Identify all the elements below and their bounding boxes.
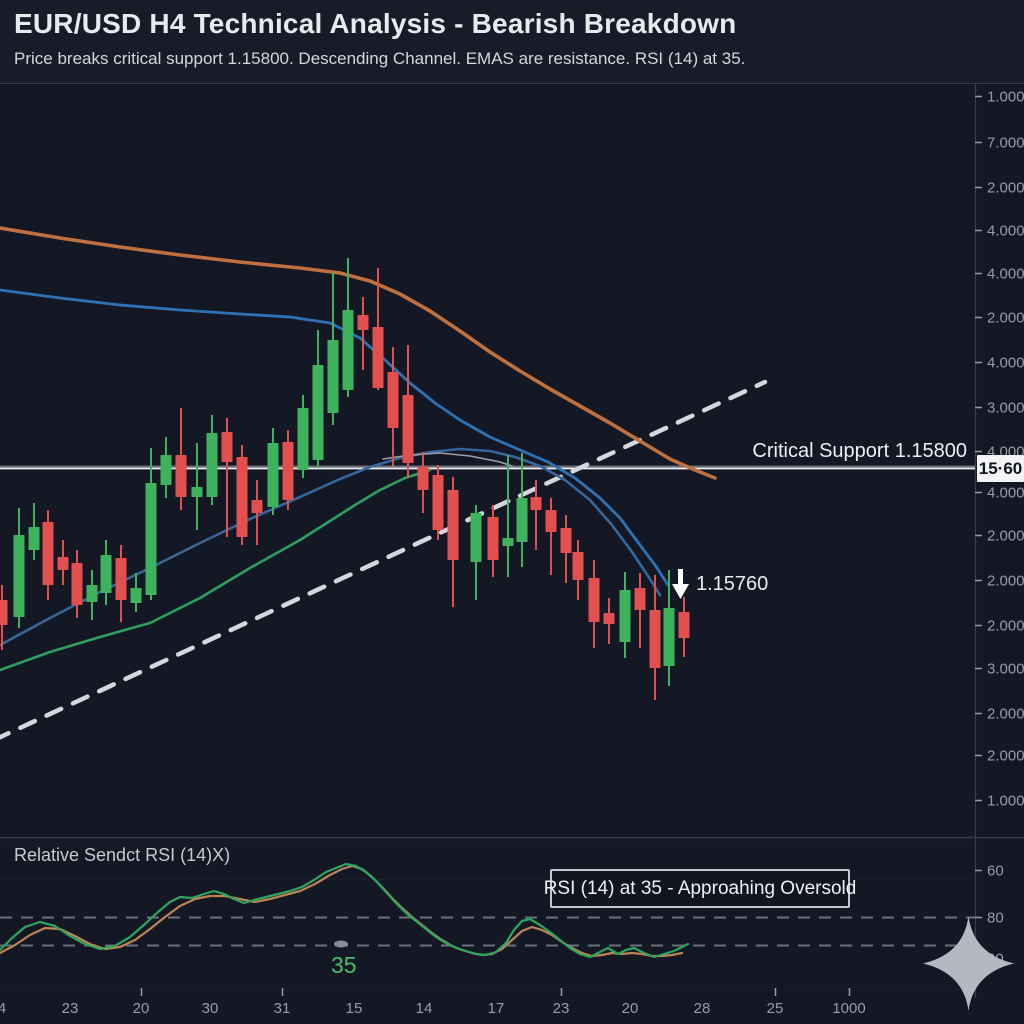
rsi-axis-label: 60	[987, 863, 1004, 880]
rsi-dot	[334, 940, 348, 948]
price-axis-label: 2.000	[987, 310, 1024, 327]
candle-body	[267, 443, 279, 507]
chart-header: EUR/USD H4 Technical Analysis - Bearish …	[0, 0, 1024, 83]
candle-body	[282, 442, 294, 500]
ema-orange-line	[0, 226, 717, 480]
time-axis-label: 20	[133, 1000, 150, 1017]
price-axis-label: 7.000	[987, 135, 1024, 152]
rsi-value-label: 35	[331, 952, 357, 978]
rising-trendline-dashed	[0, 379, 768, 740]
candle-body	[160, 455, 172, 485]
time-axis-label: 23	[553, 1000, 570, 1017]
time-axis-label: 31	[274, 1000, 291, 1017]
price-axis-label: 2.000	[987, 748, 1024, 765]
time-axis-label: 23	[62, 1000, 79, 1017]
candle-body	[649, 610, 661, 668]
rsi-callout-box: RSI (14) at 35 - Approahing Oversold	[544, 869, 856, 908]
candle-body	[115, 558, 127, 600]
price-axis-label: 2.000	[987, 706, 1024, 723]
candle-body	[432, 475, 444, 530]
candle-body	[327, 340, 339, 413]
candle-body	[372, 327, 384, 388]
candle-body	[502, 538, 514, 546]
candle-body	[57, 557, 69, 570]
candle-body	[619, 590, 631, 642]
candle-body	[572, 552, 584, 580]
candle-body	[417, 467, 429, 490]
time-axis-label: 4	[0, 1000, 6, 1017]
time-axis-label: 20	[622, 1000, 639, 1017]
candle-body	[13, 535, 25, 617]
candle-body	[603, 613, 615, 624]
time-axis-label: 14	[416, 1000, 433, 1017]
ema-blue-slow-line	[0, 447, 662, 647]
candle-body	[130, 588, 142, 603]
candle-body	[530, 497, 542, 510]
price-axis-label: 4.000	[987, 485, 1024, 502]
price-axis-label: 4.000	[987, 355, 1024, 372]
candle-body	[487, 517, 499, 560]
price-axis-label: 2.000	[987, 180, 1024, 197]
price-axis-label: 2.000	[987, 573, 1024, 590]
price-alert-value: 1.15760	[696, 573, 769, 595]
candle-body	[516, 498, 528, 542]
price-axis-label: 1.000	[987, 793, 1024, 810]
candle-body	[678, 612, 690, 638]
rsi-indicator-title: Relative Sendct RSI (14)X)	[14, 845, 231, 865]
price-alert: 1.15760	[672, 569, 768, 600]
time-axis-label: 25	[767, 1000, 784, 1017]
candle-body	[545, 510, 557, 532]
price-axis-label: 4.000	[987, 266, 1024, 283]
price-axis-label: 2.000	[987, 618, 1024, 635]
candle-body	[28, 527, 40, 550]
last-price-tag: 15·60	[977, 455, 1024, 482]
page-title: EUR/USD H4 Technical Analysis - Bearish …	[14, 8, 737, 39]
candle-body	[236, 457, 248, 537]
candle-body	[206, 433, 218, 497]
candle-body	[402, 395, 414, 463]
price-axis-label: 1.000	[987, 89, 1024, 106]
price-axis-label: 2.000	[987, 528, 1024, 545]
candle-body	[357, 315, 369, 330]
price-axis-label: 4.000	[987, 223, 1024, 240]
ema-gray-line	[382, 452, 513, 467]
time-axis-label: 28	[694, 1000, 711, 1017]
rsi-axis-label: 80	[987, 910, 1004, 927]
candle-body	[634, 588, 646, 610]
candle-body	[145, 483, 157, 595]
candle-body	[71, 563, 83, 605]
time-axis-label: 15	[346, 1000, 363, 1017]
candle-body	[588, 578, 600, 622]
candle-body	[86, 585, 98, 602]
candle-body	[297, 408, 309, 470]
candle-body	[221, 432, 233, 462]
price-axis-label: 3.000	[987, 400, 1024, 417]
down-arrow-icon	[672, 569, 689, 599]
candle-body	[312, 365, 324, 460]
ema-blue-fast-line	[0, 288, 670, 587]
critical-support-label: Critical Support 1.15800	[752, 440, 967, 462]
time-axis-label: 17	[488, 1000, 505, 1017]
rsi-line	[0, 862, 690, 959]
candle-body	[0, 600, 8, 625]
candle-body	[663, 608, 675, 666]
candle-body	[470, 513, 482, 562]
candle-body	[42, 522, 54, 585]
candle-body	[251, 500, 263, 513]
candle-body	[342, 310, 354, 390]
sparkle-icon	[923, 916, 1014, 1011]
candle-body	[447, 490, 459, 560]
candle-body	[387, 372, 399, 428]
time-axis-label: 30	[202, 1000, 219, 1017]
candle-body	[100, 555, 112, 593]
ema-green-line	[0, 468, 432, 672]
page-subtitle: Price breaks critical support 1.15800. D…	[14, 49, 746, 68]
candle-body	[175, 455, 187, 497]
time-axis-label: 1000	[832, 1000, 865, 1017]
candle-body	[191, 487, 203, 497]
price-axis-label: 3.000	[987, 661, 1024, 678]
candle-body	[560, 528, 572, 553]
